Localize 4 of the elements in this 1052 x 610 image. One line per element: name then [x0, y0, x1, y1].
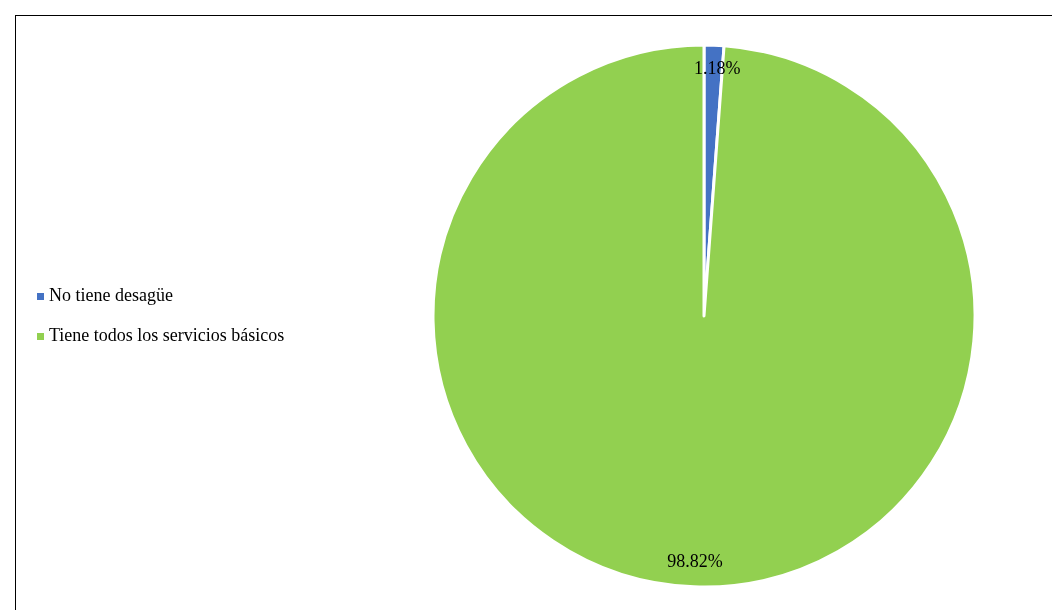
- pie-slice: [431, 43, 977, 589]
- legend-label: Tiene todos los servicios básicos: [49, 325, 285, 346]
- legend-label: No tiene desagüe: [49, 285, 173, 306]
- data-label: 98.82%: [667, 550, 723, 571]
